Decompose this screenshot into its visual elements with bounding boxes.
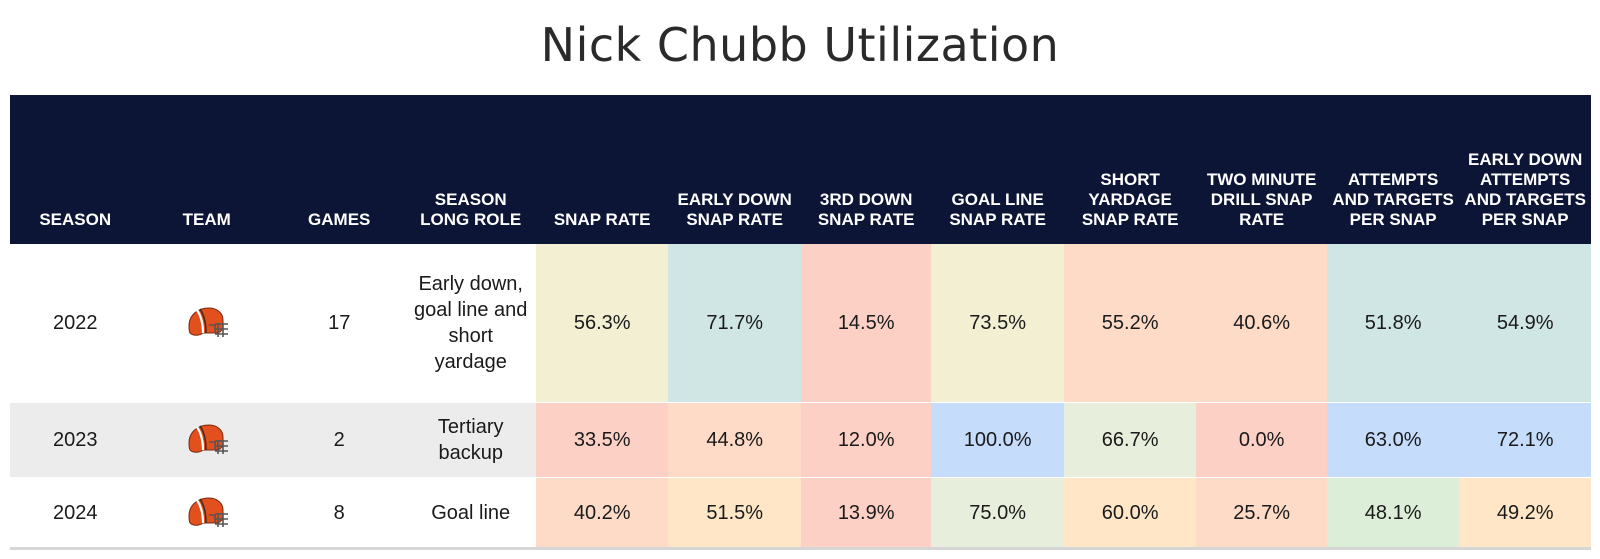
role-cell: Tertiary backup [405,402,536,478]
helmet-icon [185,424,229,454]
column-header-attempts-and-targets-per-snap: ATTEMPTS AND TARGETS PER SNAP [1326,95,1460,244]
column-header-team: TEAM [140,95,273,244]
role-cell: Early down, goal line and short yardage [405,244,536,403]
column-header-two-minute-drill-snap-rate: TWO MINUTE DRILL SNAP RATE [1196,95,1327,244]
column-header-early-down-snap-rate: EARLY DOWN SNAP RATE [668,95,801,244]
metric-cell-attempts-and-targets-per-snap: 63.0% [1326,402,1460,478]
chart-title: Nick Chubb Utilization [540,18,1060,72]
table-header: SEASON TEAM GAMES SEASON LONG ROLE SNAP RATE… [10,95,1591,244]
season-cell: 2024 [10,477,141,550]
games-cell: 2 [272,402,406,478]
metric-cell-early-down-attempts-and-targets-per-snap: 72.1% [1459,402,1591,478]
metric-cell-3rd-down-snap-rate: 14.5% [800,244,932,403]
team-cell [140,402,273,478]
header-row: SEASON TEAM GAMES SEASON LONG ROLE SNAP RATE… [10,95,1591,244]
season-cell: 2022 [10,244,141,403]
metric-cell-goal-line-snap-rate: 75.0% [931,477,1064,550]
column-header-3rd-down-snap-rate: 3RD DOWN SNAP RATE [800,95,932,244]
table-row: 2022 17 Early down, goal line and short ya… [10,244,1591,403]
metric-cell-early-down-snap-rate: 51.5% [668,477,801,550]
metric-cell-snap-rate: 33.5% [535,402,669,478]
column-header-season: SEASON [10,95,141,244]
table-row: 2024 8 Goal line 40.2% 51.5% 13.9% 75.0% 60.0% 2… [10,477,1591,550]
team-cell [140,244,273,403]
column-header-season-long-role: SEASON LONG ROLE [405,95,536,244]
metric-cell-3rd-down-snap-rate: 12.0% [800,402,932,478]
metric-cell-early-down-attempts-and-targets-per-snap: 54.9% [1459,244,1591,403]
metric-cell-attempts-and-targets-per-snap: 48.1% [1326,477,1460,550]
role-cell: Goal line [405,477,536,550]
games-cell: 8 [272,477,406,550]
table-row: 2023 2 Tertiary backup 33.5% 44.8% 12.0% 100.0… [10,402,1591,478]
table-body: 2022 17 Early down, goal line and short ya… [10,244,1591,550]
column-header-goal-line-snap-rate: GOAL LINE SNAP RATE [931,95,1064,244]
metric-cell-early-down-snap-rate: 44.8% [668,402,801,478]
metric-cell-early-down-snap-rate: 71.7% [668,244,801,403]
column-header-early-down-attempts-and-targets-per-snap: EARLY DOWN ATTEMPTS AND TARGETS PER SNAP [1459,95,1591,244]
column-header-snap-rate: SNAP RATE [535,95,669,244]
metric-cell-two-minute-drill-snap-rate: 40.6% [1196,244,1327,403]
metric-cell-short-yardage-snap-rate: 60.0% [1063,477,1197,550]
metric-cell-3rd-down-snap-rate: 13.9% [800,477,932,550]
games-cell: 17 [272,244,406,403]
metric-cell-snap-rate: 40.2% [535,477,669,550]
column-header-games: GAMES [272,95,406,244]
helmet-icon [185,496,229,527]
metric-cell-short-yardage-snap-rate: 55.2% [1063,244,1197,403]
season-cell: 2023 [10,402,141,478]
metric-cell-early-down-attempts-and-targets-per-snap: 49.2% [1459,477,1591,550]
metric-cell-snap-rate: 56.3% [535,244,669,403]
metric-cell-goal-line-snap-rate: 100.0% [931,402,1064,478]
metric-cell-goal-line-snap-rate: 73.5% [931,244,1064,403]
metric-cell-two-minute-drill-snap-rate: 25.7% [1196,477,1327,550]
utilization-table: SEASON TEAM GAMES SEASON LONG ROLE SNAP RATE… [10,95,1591,550]
helmet-icon [185,307,229,337]
metric-cell-attempts-and-targets-per-snap: 51.8% [1326,244,1460,403]
metric-cell-two-minute-drill-snap-rate: 0.0% [1196,402,1327,478]
team-cell [140,477,273,550]
metric-cell-short-yardage-snap-rate: 66.7% [1063,402,1197,478]
column-header-short-yardage-snap-rate: SHORT YARDAGE SNAP RATE [1063,95,1197,244]
